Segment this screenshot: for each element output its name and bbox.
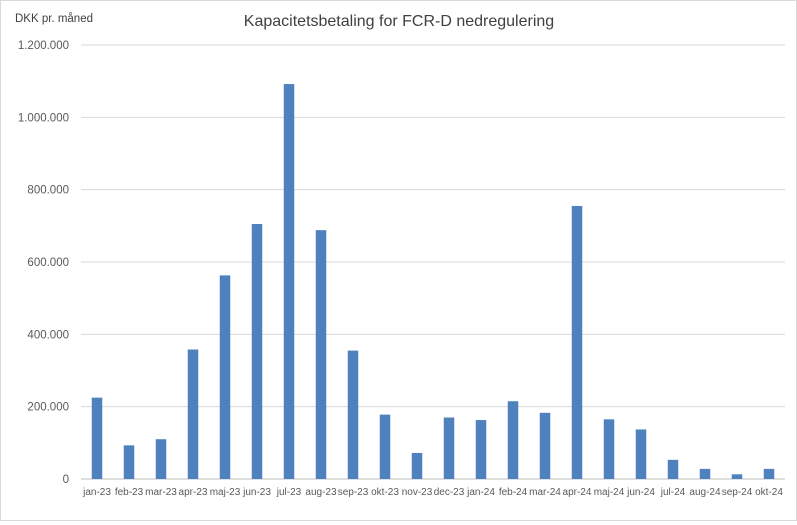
- x-tick-label: apr-24: [563, 487, 592, 498]
- y-tick-label: 200.000: [27, 402, 69, 414]
- bar-feb-23: [123, 445, 135, 479]
- x-tick-label: dec-23: [434, 487, 465, 498]
- y-tick-label: 1.000.000: [18, 112, 69, 124]
- y-axis-label: DKK pr. måned: [15, 13, 93, 25]
- bar-feb-24: [507, 401, 519, 479]
- gridlines: [81, 44, 785, 480]
- x-tick-label: okt-23: [371, 487, 399, 498]
- chart-title: Kapacitetsbetaling for FCR-D nedreguleri…: [244, 13, 554, 30]
- x-tick-label: jul-23: [276, 487, 302, 498]
- x-tick-label: jul-24: [660, 487, 686, 498]
- x-tick-label: maj-24: [594, 487, 625, 498]
- x-axis-ticks: jan-23 feb-23 mar-23 apr-23 maj-23 jun-23 jul-…: [82, 487, 783, 498]
- bars: [91, 84, 775, 480]
- x-tick-label: jan-24: [466, 487, 495, 498]
- x-tick-label: apr-23: [179, 487, 208, 498]
- x-tick-label: aug-24: [689, 487, 721, 498]
- x-tick-label: mar-24: [529, 487, 561, 498]
- bar-mar-24: [539, 412, 551, 479]
- x-tick-label: jun-23: [242, 487, 271, 498]
- y-tick-label: 0: [63, 474, 69, 486]
- x-tick-label: feb-24: [499, 487, 528, 498]
- y-tick-label: 1.200.000: [18, 40, 69, 52]
- x-tick-label: okt-24: [755, 487, 783, 498]
- bar-jun-23: [251, 224, 263, 479]
- bar-okt-24: [763, 468, 775, 479]
- y-tick-label: 800.000: [27, 185, 69, 197]
- bar-nov-23: [411, 452, 423, 479]
- bar-apr-23: [187, 349, 199, 479]
- x-tick-label: mar-23: [145, 487, 177, 498]
- y-tick-label: 400.000: [27, 329, 69, 341]
- x-tick-label: sep-23: [338, 487, 369, 498]
- bar-jul-23: [283, 84, 295, 479]
- bar-jul-24: [667, 459, 679, 479]
- bar-sep-24: [731, 474, 743, 479]
- y-axis-ticks: 0 200.000 400.000 600.000 800.000 1.000.000 1.…: [18, 40, 69, 486]
- x-tick-label: nov-23: [402, 487, 433, 498]
- bar-apr-24: [571, 205, 583, 480]
- y-tick-label: 600.000: [27, 257, 69, 269]
- bar-jun-24: [635, 429, 647, 479]
- bar-aug-24: [699, 468, 711, 479]
- bar-okt-23: [379, 414, 391, 479]
- bar-jan-24: [475, 420, 487, 479]
- x-tick-label: feb-23: [115, 487, 144, 498]
- bar-mar-23: [155, 439, 167, 479]
- bar-aug-23: [315, 230, 327, 479]
- x-tick-label: maj-23: [210, 487, 241, 498]
- bar-sep-23: [347, 350, 359, 479]
- x-tick-label: aug-23: [305, 487, 337, 498]
- x-tick-label: jun-24: [626, 487, 655, 498]
- bar-maj-23: [219, 275, 231, 479]
- x-tick-label: jan-23: [82, 487, 111, 498]
- bar-dec-23: [443, 417, 455, 479]
- bar-jan-23: [91, 397, 103, 479]
- x-tick-label: sep-24: [722, 487, 753, 498]
- bar-maj-24: [603, 419, 615, 479]
